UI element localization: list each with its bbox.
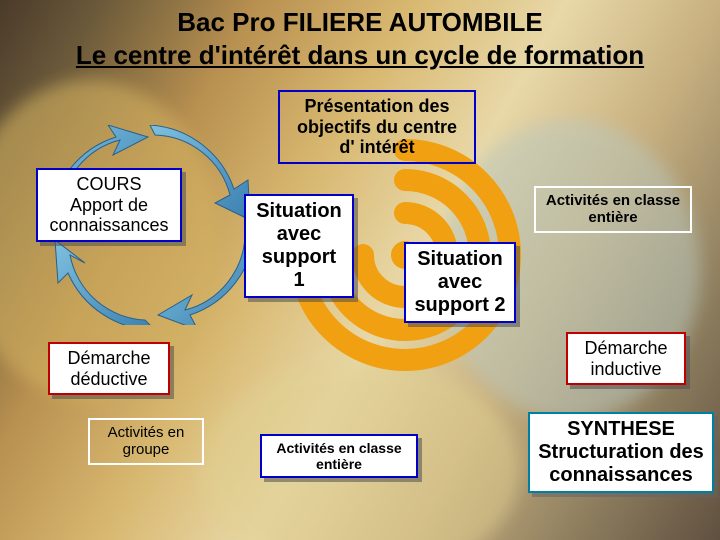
- box-synthese: SYNTHESE Structuration des connaissances: [528, 412, 714, 493]
- box-present-label: Présentation des objectifs du centre d' …: [297, 96, 457, 157]
- box-activites-classe-1: Activités en classe entière: [260, 434, 418, 478]
- box-sit1-label: Situation avec support 1: [256, 200, 342, 291]
- box-demarche-inductive: Démarche inductive: [566, 332, 686, 385]
- box-demarche-deductive: Démarche déductive: [48, 342, 170, 395]
- box-sit2-label: Situation avec support 2: [414, 248, 505, 316]
- box-cours: COURS Apport de connaissances: [36, 168, 182, 242]
- page-title: Bac Pro FILIERE AUTOMBILE Le centre d'in…: [0, 6, 720, 71]
- box-activites-groupe: Activités en groupe: [88, 418, 204, 465]
- box-demind-label: Démarche inductive: [584, 338, 667, 379]
- box-actclasse2-label: Activités en classe entière: [546, 192, 680, 226]
- box-activites-classe-2: Activités en classe entière: [534, 186, 692, 233]
- box-demarche-label: Démarche déductive: [67, 348, 150, 389]
- box-presentation: Présentation des objectifs du centre d' …: [278, 90, 476, 164]
- box-synth-label: SYNTHESE Structuration des connaissances: [538, 418, 704, 486]
- title-line1: Bac Pro FILIERE AUTOMBILE: [0, 6, 720, 39]
- box-actclasse-label: Activités en classe entière: [276, 440, 401, 472]
- box-cours-label: COURS Apport de connaissances: [49, 174, 168, 235]
- box-actgroupe-label: Activités en groupe: [108, 424, 185, 458]
- box-situation-2: Situation avec support 2: [404, 242, 516, 323]
- title-line2: Le centre d'intérêt dans un cycle de for…: [0, 39, 720, 72]
- box-situation-1: Situation avec support 1: [244, 194, 354, 298]
